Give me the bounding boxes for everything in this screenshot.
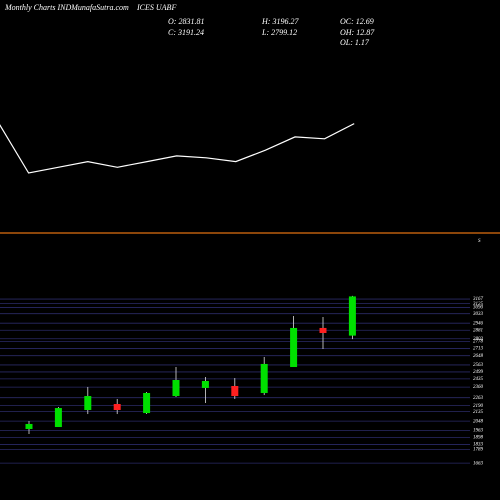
ohlc-info: O: 2831.81: [168, 17, 204, 26]
y-tick-label: 2778: [473, 340, 484, 345]
y-tick-label: 2648: [473, 354, 484, 359]
y-tick-label: 3090: [473, 306, 484, 311]
y-tick-label: 3125: [473, 302, 484, 307]
y-tick-label: 3167: [473, 297, 484, 302]
candle-body: [54, 408, 62, 428]
y-tick-label: 2360: [473, 385, 484, 390]
ohlc-info: C: 3191.24: [168, 28, 204, 37]
candle-body: [113, 404, 121, 410]
y-tick-label: 2803: [473, 337, 484, 342]
candle-body: [25, 423, 33, 429]
symbol: ICES UABF: [136, 3, 176, 12]
y-tick-label: 3033: [473, 312, 484, 317]
indicator-label: S: [478, 239, 481, 244]
ohlc-info: OL: 1.17: [340, 38, 370, 47]
y-tick-label: 1663: [473, 461, 484, 466]
y-tick-label: 2563: [473, 363, 484, 368]
candle-body: [231, 386, 239, 397]
ohlc-info: OC: 12.69: [340, 17, 374, 26]
ohlc-info: L: 2799.12: [261, 28, 297, 37]
candle-body: [348, 296, 356, 336]
y-tick-label: 1898: [473, 436, 484, 441]
candle-body: [290, 327, 298, 368]
y-tick-label: 2713: [473, 347, 484, 352]
y-tick-label: 2946: [473, 321, 484, 326]
site-name: Monthly Charts INDMunafaSutra.com: [4, 3, 129, 12]
ohlc-info: H: 3196.27: [261, 17, 299, 26]
candle-body: [172, 380, 180, 397]
candle-body: [201, 380, 209, 388]
y-tick-label: 2263: [473, 396, 484, 401]
candle-body: [143, 392, 151, 414]
ohlc-info: OH: 12.87: [340, 28, 375, 37]
y-tick-label: 2190: [473, 404, 484, 409]
candle-body: [260, 363, 268, 393]
candle-body: [84, 396, 92, 410]
y-tick-label: 2135: [473, 410, 484, 415]
candle-body: [319, 327, 327, 333]
indicator-line: [0, 123, 355, 174]
y-tick-label: 2881: [473, 328, 483, 333]
y-tick-label: 1833: [473, 443, 484, 448]
y-tick-label: 2048: [473, 419, 484, 424]
y-tick-label: 2499: [473, 370, 484, 375]
y-tick-label: 1789: [473, 448, 484, 453]
y-tick-label: 1963: [473, 429, 484, 434]
y-tick-label: 2435: [473, 377, 484, 382]
